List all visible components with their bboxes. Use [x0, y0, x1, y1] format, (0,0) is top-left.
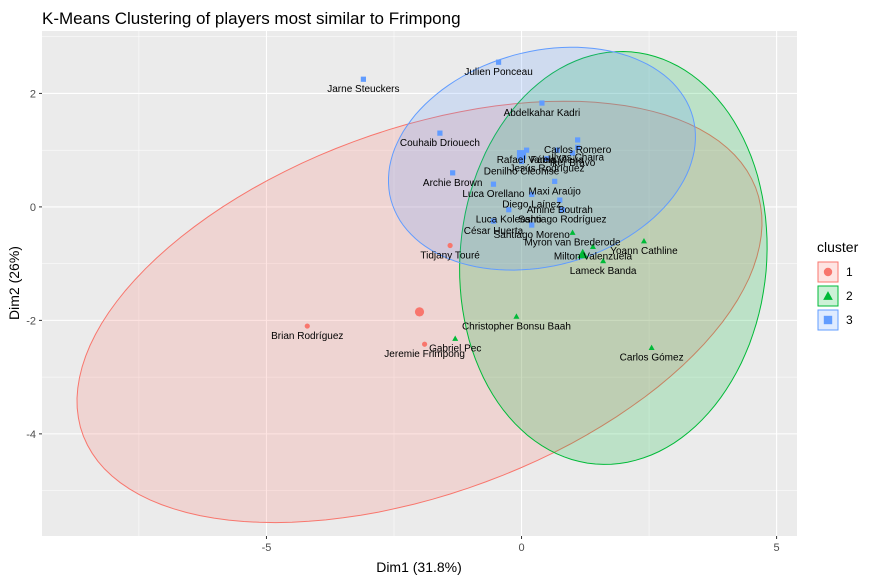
cluster-centroids: [414, 150, 589, 317]
point-label: Santiago Rodríguez: [518, 215, 606, 226]
x-axis-title: Dim1 (31.8%): [376, 559, 462, 575]
cluster-3-point: [495, 59, 502, 65]
point-label: Maxi Araújo: [529, 186, 582, 197]
legend-marker-1: [823, 267, 833, 277]
cluster-2-point: [569, 229, 576, 235]
cluster-3-point: [490, 218, 497, 224]
cluster-3-point: [552, 178, 558, 184]
cluster-3-point: [529, 191, 535, 198]
point-label: Myron van Brederode: [524, 237, 621, 248]
cluster-2-point: [648, 344, 655, 351]
cluster-3-point: [559, 207, 565, 213]
point-label: Amine Boutrah: [527, 205, 593, 216]
plot-panel: [42, 31, 797, 536]
x-tick-label: -5: [262, 542, 272, 554]
point-label: César Huerta: [464, 226, 524, 237]
cluster-3-point: [506, 207, 512, 213]
point-label: Jesús Rodríguez: [510, 164, 585, 175]
point-label: Jeremie Frimpong: [384, 349, 465, 360]
point-label: Abdelkahar Kadri: [504, 108, 581, 119]
point-label: Luca Koleosho: [476, 215, 543, 226]
cluster-2-point: [513, 313, 520, 319]
cluster-3-point: [539, 100, 545, 106]
point-label: Yoann Cathline: [610, 246, 678, 257]
cluster-2-point: [640, 237, 647, 244]
cluster-1-centroid: [414, 307, 425, 317]
legend-label-3: 3: [846, 313, 853, 327]
point-label: Archie Brown: [423, 178, 482, 189]
cluster-3-point: [529, 222, 535, 228]
cluster-3-centroid: [516, 150, 527, 160]
point-label: Diego Laínez: [502, 199, 561, 210]
y-tick-label: -2: [26, 315, 36, 327]
cluster-1-point: [422, 341, 428, 347]
x-tick-label: 5: [774, 542, 780, 554]
minor-gridlines: [42, 31, 797, 536]
cluster-3-point: [437, 130, 443, 136]
y-axis-ticks: -4 -2 0 2: [26, 88, 42, 441]
chart-title: K-Means Clustering of players most simil…: [42, 9, 461, 28]
cluster-3-point: [360, 76, 366, 82]
point-label: Gabriel Pec: [429, 344, 481, 355]
cluster-2-point: [589, 243, 596, 250]
legend-marker-2: [823, 291, 833, 300]
major-gridlines: [42, 31, 797, 536]
cluster-3-point: [450, 170, 456, 176]
point-label: Milton Valenzuela: [554, 252, 633, 263]
cluster-3-point: [557, 197, 563, 203]
point-label: Ilyas Chaira: [551, 152, 604, 163]
cluster-2-ellipse: [459, 50, 768, 465]
x-axis-ticks: -5 0 5: [262, 536, 780, 554]
cluster-2-point: [600, 257, 607, 264]
y-axis-title: Dim2 (26%): [6, 246, 22, 320]
cluster-3-point: [524, 147, 530, 153]
legend: cluster 1 2 3: [817, 239, 859, 331]
cluster-3-point: [544, 156, 550, 162]
data-points: [304, 59, 655, 351]
point-label: Christopher Bonsu Baah: [462, 321, 571, 332]
cluster-3-ellipse: [388, 46, 696, 271]
y-tick-label: -4: [26, 429, 36, 441]
cluster-3-point: [575, 137, 581, 143]
point-label: Fábio Vieira: [531, 155, 585, 166]
point-label: Brian Rodríguez: [271, 331, 343, 342]
cluster-1-point: [447, 242, 453, 249]
point-labels: Brian Rodríguez Jeremie Frimpong Tidjany T…: [271, 67, 683, 363]
x-tick-label: 0: [518, 542, 524, 554]
point-label: Denilho Cleonise: [484, 167, 560, 178]
legend-title: cluster: [817, 239, 859, 255]
point-label: Julien Ponceau: [464, 67, 532, 78]
point-label: Rafael Varela: [497, 155, 557, 166]
cluster-3-point: [518, 158, 525, 165]
point-label: Lameck Banda: [570, 266, 637, 277]
point-label: Couhaib Driouech: [400, 138, 480, 149]
point-label: Santiago Moreno: [494, 230, 571, 241]
legend-marker-3: [823, 315, 833, 325]
cluster-3-point: [490, 181, 497, 187]
point-label: Luca Orellano: [462, 189, 525, 200]
point-label: Tidjany Touré: [420, 250, 480, 261]
cluster-3-point: [569, 150, 576, 156]
legend-label-1: 1: [846, 265, 853, 279]
point-label: Carlos Romero: [544, 145, 612, 156]
cluster-3-point: [554, 147, 560, 153]
cluster-2-centroid: [577, 248, 589, 259]
point-label: Carlos Gómez: [620, 353, 684, 364]
legend-label-2: 2: [846, 289, 853, 303]
point-label: Jarne Steuckers: [327, 84, 399, 95]
y-tick-label: 2: [30, 88, 36, 100]
cluster-2-point: [452, 335, 459, 341]
cluster-1-point: [304, 323, 310, 329]
point-label: Iker Bravo: [550, 158, 596, 169]
cluster-3-point: [575, 144, 581, 150]
y-tick-label: 0: [30, 202, 36, 214]
